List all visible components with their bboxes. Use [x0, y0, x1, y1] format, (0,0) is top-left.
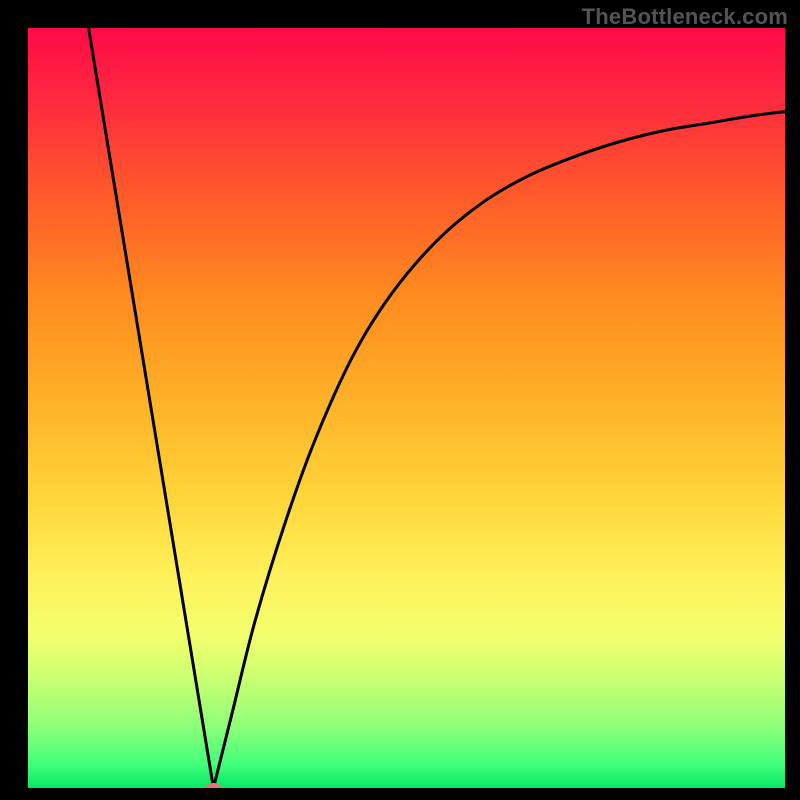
- curve-right-branch: [213, 112, 785, 788]
- watermark-text: TheBottleneck.com: [582, 4, 788, 30]
- chart-svg: [28, 28, 785, 788]
- curve-left-branch: [89, 28, 214, 788]
- valley-marker: [205, 783, 221, 788]
- plot-area: [28, 28, 785, 788]
